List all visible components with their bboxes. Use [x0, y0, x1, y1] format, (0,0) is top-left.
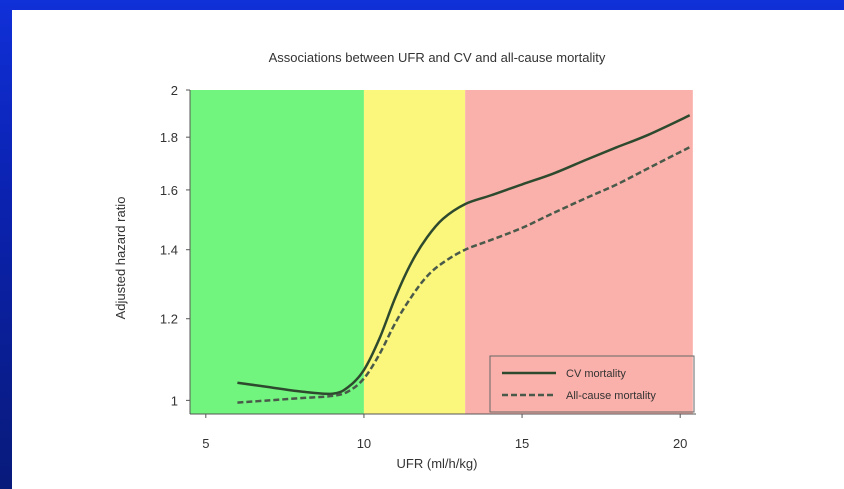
y-tick-label: 1	[171, 393, 178, 408]
legend-label: CV mortality	[566, 368, 626, 380]
legend-label: All-cause mortality	[566, 390, 656, 402]
series-line-0	[237, 114, 691, 396]
axes	[189, 90, 696, 415]
y-tick-label: 1.4	[160, 243, 178, 258]
y-tick-label: 1.2	[160, 312, 178, 327]
legend-box	[489, 355, 695, 413]
series-lines	[237, 114, 691, 404]
series-line-1	[237, 146, 691, 404]
y-tick-label: 1.8	[160, 130, 178, 145]
tick-labels: 5 10 15 20 1 1.2 1.4 1.6 1.8 2	[160, 83, 688, 451]
y-tick-label: 2	[171, 83, 178, 98]
chart-title: Associations between UFR and CV and all-…	[269, 50, 606, 65]
x-tick-label: 15	[515, 436, 529, 451]
background-band-0	[190, 90, 364, 414]
legend: CV mortality All-cause mortality	[489, 355, 695, 413]
chart-panel: 5 10 15 20 1 1.2 1.4 1.6 1.8 2 Associations betwe…	[12, 10, 844, 489]
x-tick-label: 10	[357, 436, 371, 451]
background-band-1	[363, 90, 466, 414]
background-bands	[190, 90, 693, 414]
background-band-2	[465, 90, 693, 414]
mortality-chart: 5 10 15 20 1 1.2 1.4 1.6 1.8 2 Associations betwe…	[113, 50, 696, 471]
x-tick-label: 5	[202, 436, 209, 451]
x-axis-label: UFR (ml/h/kg)	[397, 456, 478, 471]
y-axis-label: Adjusted hazard ratio	[113, 197, 128, 320]
y-tick-label: 1.6	[160, 183, 178, 198]
x-tick-label: 20	[673, 436, 687, 451]
